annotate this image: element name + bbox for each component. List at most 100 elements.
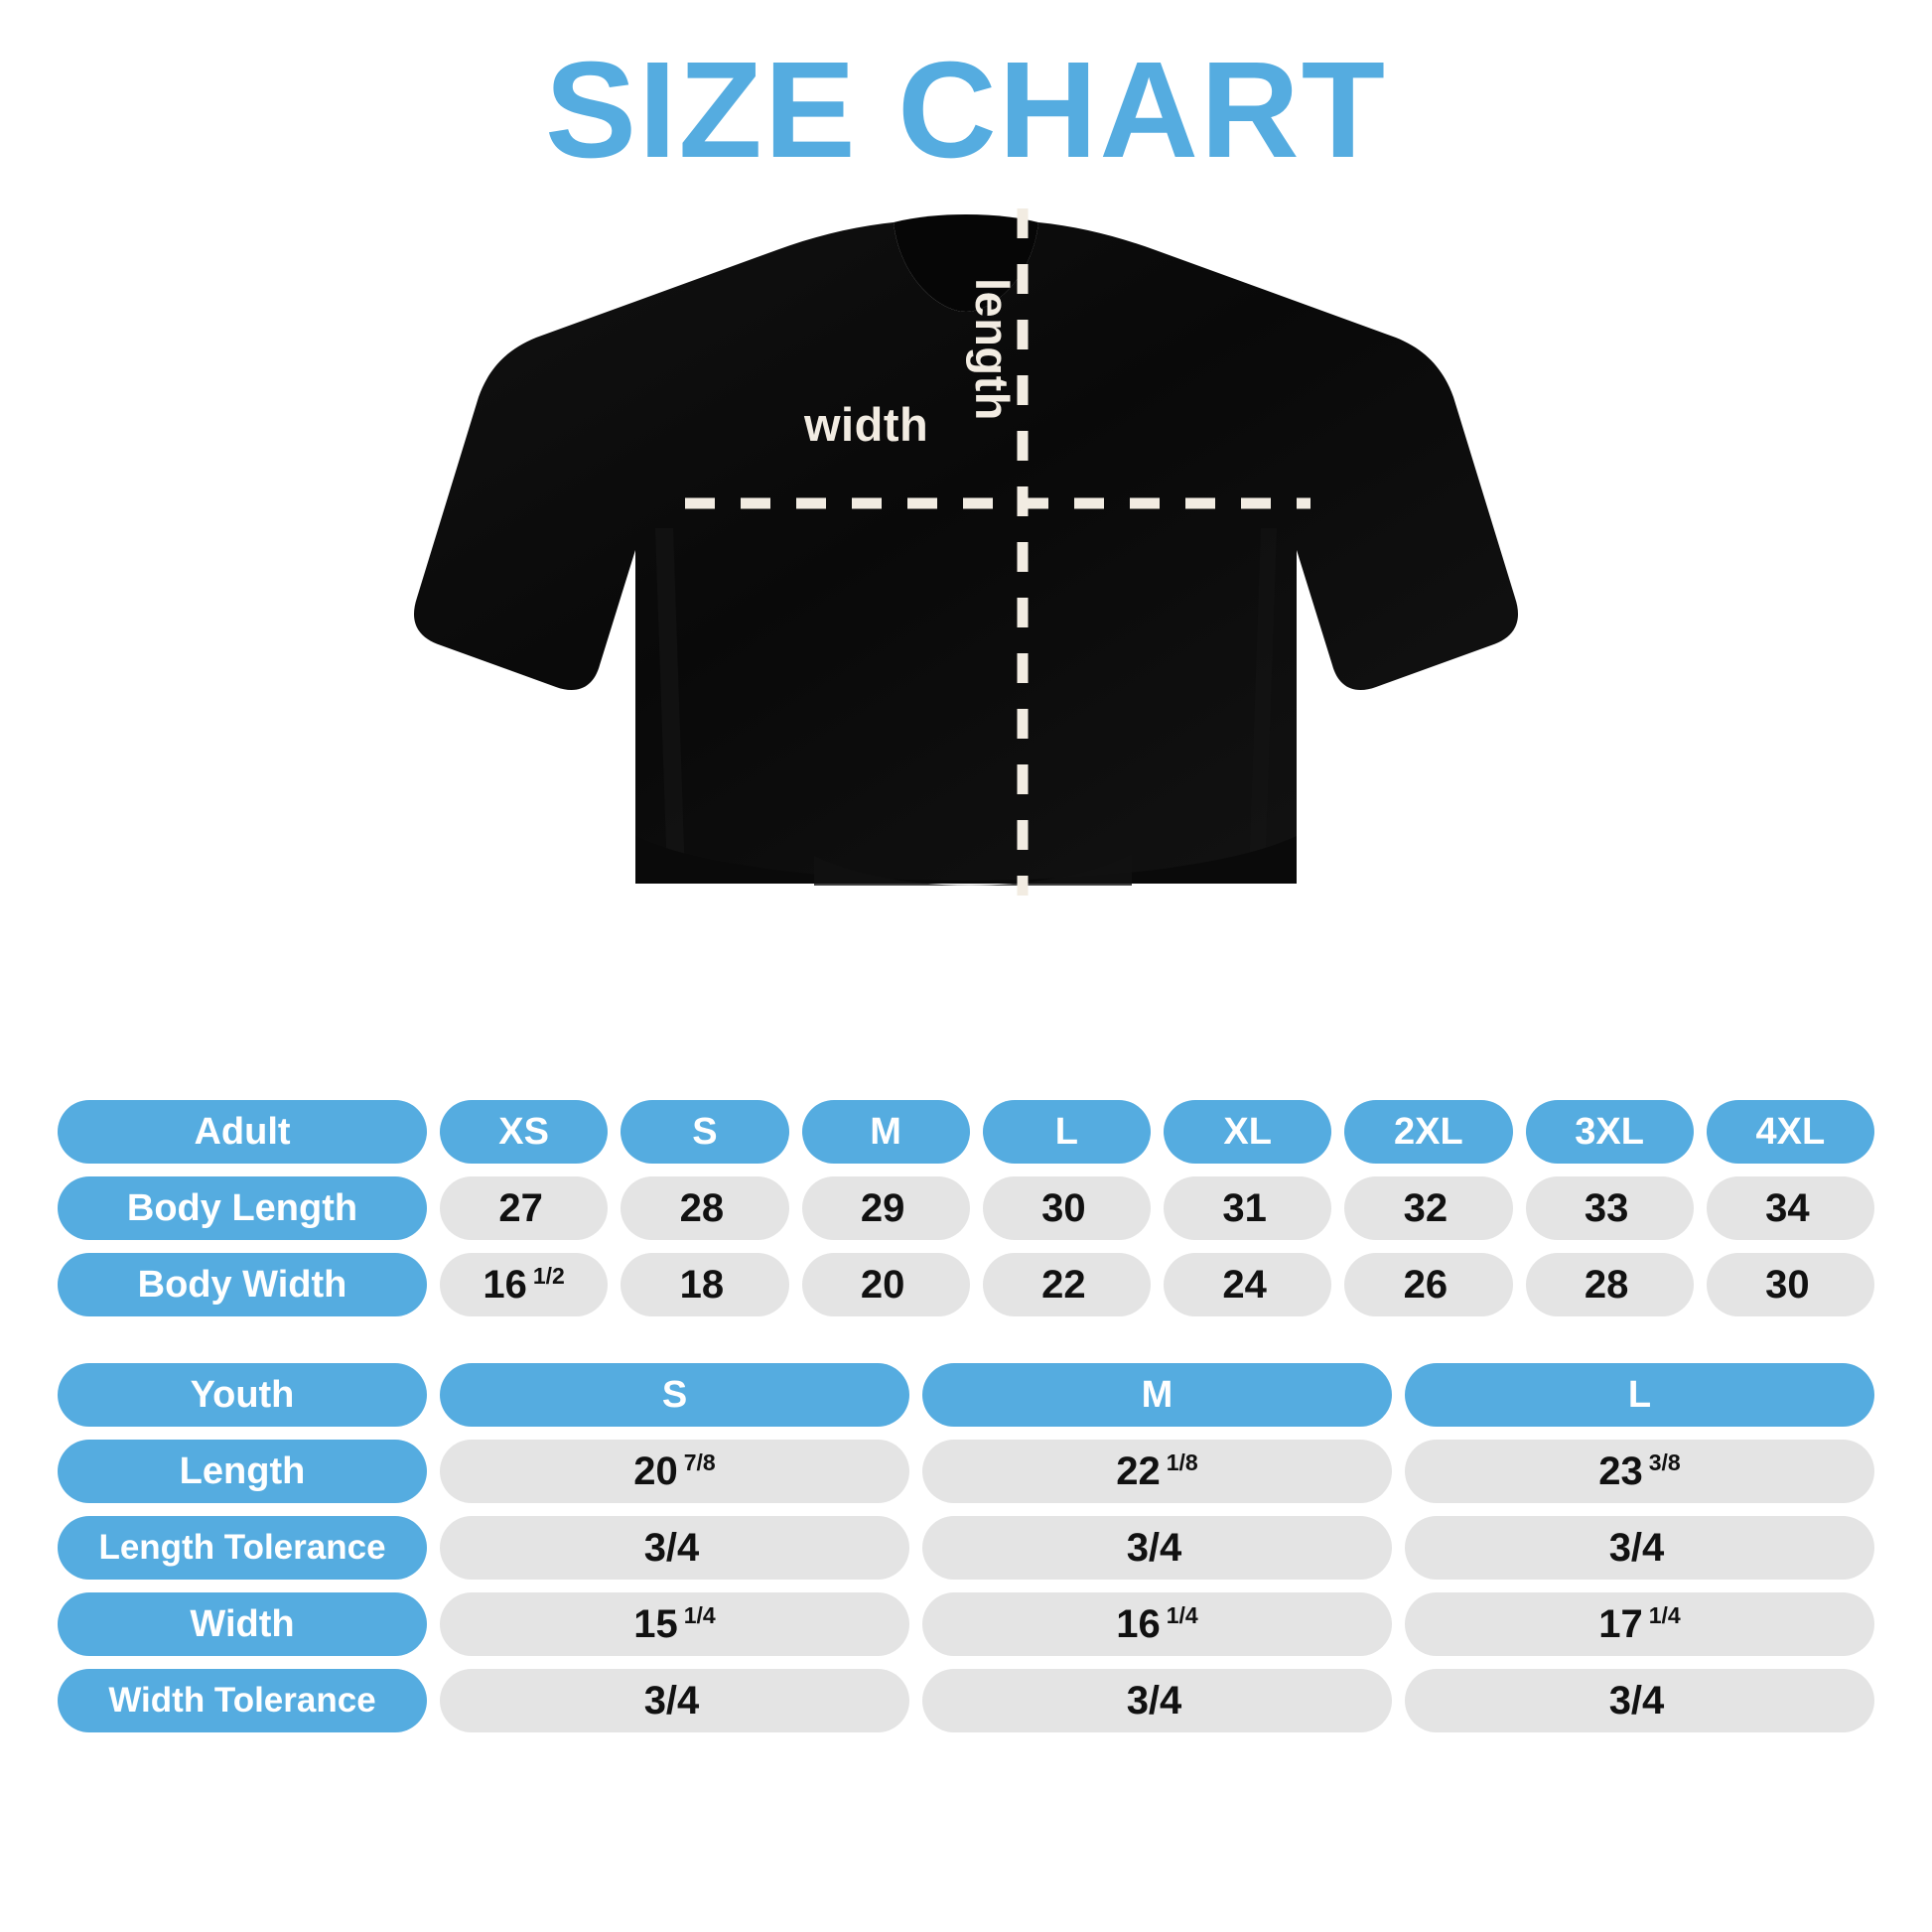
cell-length-tolerance-m: 3/4 [922,1516,1392,1580]
measurement-tables: Adult XS S M L XL 2XL 3XL 4XL Body Lengt… [0,1100,1932,1745]
value: 16 [1116,1601,1161,1646]
adult-header-row: Adult XS S M L XL 2XL 3XL 4XL [58,1100,1874,1164]
value: 17 [1598,1601,1643,1646]
row-label-width-tolerance: Width Tolerance [58,1669,427,1732]
value: 28 [1584,1262,1629,1307]
table-row: Body Width 16 1/2 18 20 22 24 26 28 30 [58,1253,1874,1316]
cell-body-length-xl: 31 [1164,1176,1332,1240]
cell-length-tolerance-l: 3/4 [1405,1516,1874,1580]
cell-body-length-m: 29 [801,1176,970,1240]
value: 3/4 [643,1525,700,1570]
value: 20 [633,1449,678,1493]
cell-body-width-m: 20 [801,1253,970,1316]
cell-body-length-3xl: 33 [1525,1176,1694,1240]
length-guide-label: length [966,278,1019,421]
value: 33 [1584,1185,1629,1230]
cell-body-width-3xl: 28 [1525,1253,1694,1316]
adult-size-l[interactable]: L [982,1100,1151,1164]
cell-body-width-xl: 24 [1164,1253,1332,1316]
fraction: 7/8 [683,1449,716,1475]
fraction: 1/8 [1166,1449,1198,1475]
value: 3/4 [1608,1678,1665,1723]
value: 20 [860,1262,905,1307]
adult-size-xl[interactable]: XL [1164,1100,1332,1164]
value: 3/4 [1126,1678,1182,1723]
youth-header-row: Youth S M L [58,1363,1874,1427]
adult-size-m[interactable]: M [801,1100,970,1164]
value: 34 [1765,1185,1810,1230]
value: 15 [633,1601,678,1646]
tshirt-diagram: width length [0,201,1932,896]
value: 30 [1041,1185,1086,1230]
value: 32 [1403,1185,1449,1230]
adult-size-xs[interactable]: XS [440,1100,609,1164]
youth-table: Youth S M L Length 20 7/8 22 1/8 23 3/8 Len… [58,1363,1874,1732]
table-separator [58,1329,1874,1363]
adult-size-4xl[interactable]: 4XL [1706,1100,1874,1164]
fraction: 1/4 [1648,1601,1681,1628]
value: 3/4 [1608,1525,1665,1570]
youth-size-l[interactable]: L [1405,1363,1874,1427]
fraction: 3/8 [1648,1449,1681,1475]
cell-body-length-s: 28 [621,1176,789,1240]
cell-body-width-xs: 16 1/2 [440,1253,609,1316]
tshirt-icon [414,208,1518,896]
row-label-body-length: Body Length [58,1176,427,1240]
table-row: Width Tolerance 3/4 3/4 3/4 [58,1669,1874,1732]
row-label-length-tolerance: Length Tolerance [58,1516,427,1580]
fraction: 1/2 [532,1262,565,1289]
youth-size-s[interactable]: S [440,1363,909,1427]
value: 26 [1403,1262,1449,1307]
row-label-youth-length: Length [58,1440,427,1503]
cell-youth-length-l: 23 3/8 [1405,1440,1874,1503]
cell-youth-length-m: 22 1/8 [922,1440,1392,1503]
value: 31 [1222,1185,1267,1230]
value: 16 [483,1262,527,1307]
page-title: SIZE CHART [545,34,1387,187]
row-label-youth-width: Width [58,1592,427,1656]
value: 18 [679,1262,725,1307]
fraction: 1/4 [683,1601,716,1628]
fraction: 1/4 [1166,1601,1198,1628]
table-row: Length 20 7/8 22 1/8 23 3/8 [58,1440,1874,1503]
value: 30 [1765,1262,1810,1307]
cell-body-length-4xl: 34 [1706,1176,1874,1240]
cell-youth-width-l: 17 1/4 [1405,1592,1874,1656]
cell-body-width-l: 22 [982,1253,1151,1316]
table-row: Width 15 1/4 16 1/4 17 1/4 [58,1592,1874,1656]
cell-body-length-xs: 27 [440,1176,609,1240]
table-row: Length Tolerance 3/4 3/4 3/4 [58,1516,1874,1580]
adult-size-3xl[interactable]: 3XL [1525,1100,1694,1164]
cell-youth-length-s: 20 7/8 [440,1440,909,1503]
width-guide-label: width [804,398,929,451]
value: 23 [1598,1449,1643,1493]
value: 28 [679,1185,725,1230]
cell-body-length-2xl: 32 [1344,1176,1513,1240]
cell-width-tolerance-s: 3/4 [440,1669,909,1732]
cell-width-tolerance-m: 3/4 [922,1669,1392,1732]
value: 3/4 [643,1678,700,1723]
youth-row-label: Youth [58,1363,427,1427]
cell-body-width-2xl: 26 [1344,1253,1513,1316]
cell-body-width-s: 18 [621,1253,789,1316]
value: 27 [498,1185,543,1230]
adult-size-2xl[interactable]: 2XL [1344,1100,1513,1164]
adult-row-label: Adult [58,1100,427,1164]
adult-table: Adult XS S M L XL 2XL 3XL 4XL Body Lengt… [58,1100,1874,1316]
cell-width-tolerance-l: 3/4 [1405,1669,1874,1732]
cell-body-width-4xl: 30 [1706,1253,1874,1316]
cell-youth-width-s: 15 1/4 [440,1592,909,1656]
value: 24 [1222,1262,1267,1307]
table-row: Body Length 27 28 29 30 31 32 33 34 [58,1176,1874,1240]
adult-size-s[interactable]: S [621,1100,789,1164]
value: 3/4 [1126,1525,1182,1570]
youth-size-m[interactable]: M [922,1363,1392,1427]
cell-body-length-l: 30 [982,1176,1151,1240]
row-label-body-width: Body Width [58,1253,427,1316]
value: 22 [1041,1262,1086,1307]
value: 29 [860,1185,905,1230]
cell-youth-width-m: 16 1/4 [922,1592,1392,1656]
cell-length-tolerance-s: 3/4 [440,1516,909,1580]
value: 22 [1116,1449,1161,1493]
